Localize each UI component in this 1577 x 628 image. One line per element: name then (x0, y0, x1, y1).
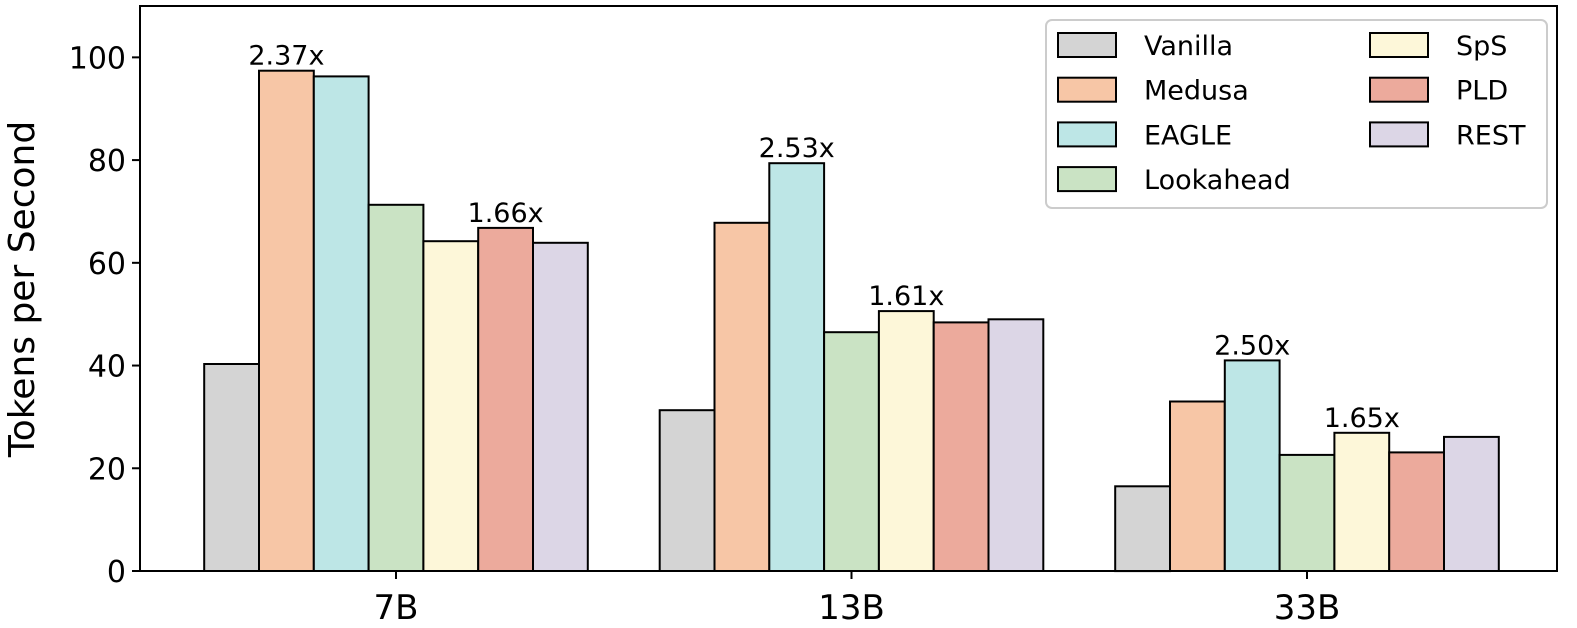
plot-area-frame (139, 5, 1558, 572)
bar-sps-7b (422, 240, 480, 572)
y-tick-label: 80 (88, 144, 126, 179)
y-tick-label: 100 (69, 41, 126, 76)
bar-lookahead-13b (823, 331, 880, 573)
annotations-layer: 2.37x 1.66x 2.53x 1.61x 2.50x 1.65x (248, 41, 1400, 434)
legend-label-rest: REST (1456, 120, 1526, 151)
bar-vanilla-7b (203, 363, 260, 572)
legend-swatch-rest (1369, 121, 1429, 148)
bar-sps-33b (1333, 431, 1391, 572)
bar-rest-7b (532, 241, 589, 573)
y-tick-label: 60 (88, 247, 126, 282)
bar-medusa-33b (1169, 400, 1226, 572)
bar-medusa-13b (713, 221, 771, 573)
legend-label-eagle: EAGLE (1144, 120, 1232, 151)
legend-swatch-vanilla (1057, 32, 1117, 58)
legend-swatch-medusa (1057, 76, 1117, 103)
annotation-label: 2.50x (1214, 330, 1290, 361)
x-tick-label-33b: 33B (1274, 588, 1341, 628)
annotation-label: 2.53x (759, 133, 835, 164)
bar-pld-13b (932, 321, 990, 572)
bar-rest-13b (987, 318, 1045, 572)
legend-label-lookahead: Lookahead (1144, 165, 1291, 196)
bar-vanilla-13b (658, 409, 716, 573)
legend-label-medusa: Medusa (1144, 76, 1249, 107)
annotation-label: 1.61x (868, 281, 944, 312)
x-tick-label-13b: 13B (818, 588, 885, 628)
bar-eagle-13b (768, 162, 826, 572)
y-tick-label: 0 (107, 555, 126, 590)
y-tick-label: 20 (88, 452, 126, 487)
bar-pld-7b (477, 226, 535, 572)
bar-rest-33b (1443, 435, 1500, 572)
legend: Vanilla Medusa EAGLE Lookahead SpS PLD REST (1045, 19, 1548, 209)
bar-medusa-7b (258, 69, 315, 572)
bar-sps-13b (877, 310, 935, 572)
legend-swatch-eagle (1057, 121, 1117, 148)
bar-lookahead-7b (367, 203, 425, 573)
legend-label-pld: PLD (1456, 76, 1508, 107)
legend-swatch-sps (1369, 32, 1429, 58)
y-axis-title: Tokens per Second (2, 121, 43, 458)
legend-swatch-pld (1369, 76, 1429, 103)
y-tick-label: 40 (88, 350, 126, 385)
bar-eagle-7b (312, 75, 370, 573)
y-axis: 0 20 40 60 80 100 (69, 41, 140, 590)
legend-label-vanilla: Vanilla (1144, 31, 1233, 62)
bar-pld-33b (1388, 451, 1445, 572)
annotation-label: 1.65x (1324, 403, 1400, 434)
bars-layer (203, 69, 1500, 573)
x-tick-label-7b: 7B (374, 588, 419, 628)
x-axis: 7B 13B 33B (374, 571, 1341, 628)
legend-label-sps: SpS (1456, 31, 1507, 62)
legend-box (1045, 19, 1548, 209)
legend-swatch-lookahead (1057, 166, 1117, 193)
bar-eagle-33b (1223, 359, 1281, 572)
annotation-label: 2.37x (248, 41, 324, 72)
bar-vanilla-33b (1114, 485, 1171, 573)
bar-lookahead-33b (1278, 453, 1336, 572)
annotation-label: 1.66x (468, 198, 544, 229)
